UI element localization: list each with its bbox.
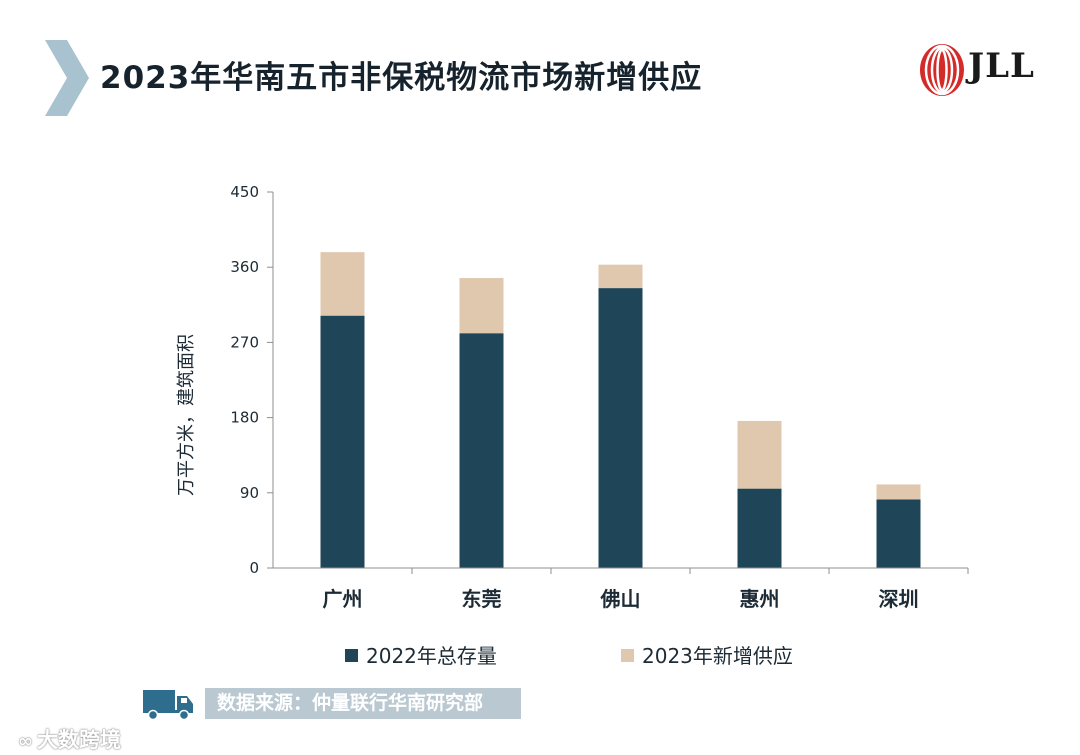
watermark-icon: ∞ bbox=[18, 731, 33, 752]
bar-stock bbox=[320, 315, 365, 568]
bar-group bbox=[320, 252, 921, 568]
bar-stock bbox=[598, 288, 643, 568]
x-tick-label: 深圳 bbox=[879, 587, 919, 611]
jll-logo-icon bbox=[920, 44, 964, 96]
logo-text: JLL bbox=[968, 46, 1035, 86]
y-tick-group: 0 90 180 270 360 450 bbox=[230, 183, 969, 577]
y-tick-label: 0 bbox=[249, 559, 259, 577]
bar-new-supply bbox=[737, 420, 782, 489]
bar-new-supply bbox=[876, 484, 921, 500]
x-tick-label: 东莞 bbox=[462, 587, 502, 611]
bar-stock bbox=[459, 333, 504, 568]
x-label-group: 广州 东莞 佛山 惠州 深圳 bbox=[323, 587, 919, 611]
bar-stock bbox=[876, 499, 921, 568]
source-note: 数据来源：仲量联行华南研究部 bbox=[205, 688, 521, 719]
legend-label-new-supply: 2023年新增供应 bbox=[642, 644, 793, 668]
y-axis-label: 万平方米，建筑面积 bbox=[176, 334, 197, 496]
legend-swatch-new-supply bbox=[621, 649, 634, 662]
x-tick-label: 广州 bbox=[323, 587, 363, 611]
y-tick-label: 450 bbox=[230, 183, 259, 201]
watermark-text: 大数跨境 bbox=[37, 728, 121, 752]
bar-new-supply bbox=[598, 264, 643, 289]
y-tick-label: 270 bbox=[230, 333, 259, 351]
truck-icon bbox=[143, 690, 193, 720]
legend-swatch-stock bbox=[345, 649, 358, 662]
chevron-icon bbox=[45, 40, 89, 116]
watermark: ∞ 大数跨境 bbox=[18, 724, 121, 754]
x-tick-label: 佛山 bbox=[600, 587, 641, 611]
legend-item-new-supply: 2023年新增供应 bbox=[621, 640, 793, 669]
y-tick-label: 360 bbox=[230, 258, 259, 276]
legend-label-stock: 2022年总存量 bbox=[366, 644, 497, 668]
page-title: 2023年华南五市非保税物流市场新增供应 bbox=[100, 60, 703, 96]
bar-stock bbox=[737, 488, 782, 568]
legend-item-stock: 2022年总存量 bbox=[345, 640, 497, 669]
y-tick-label: 90 bbox=[240, 484, 259, 502]
bar-new-supply bbox=[459, 278, 504, 334]
bar-new-supply bbox=[320, 252, 365, 316]
jll-logo: JLL bbox=[918, 42, 1038, 98]
stacked-bar-chart: 0 90 180 270 360 450 广州 东莞 佛山 惠州 深圳 万平方米，建筑面积 bbox=[176, 183, 969, 611]
x-tick-label: 惠州 bbox=[740, 587, 780, 611]
y-tick-label: 180 bbox=[230, 409, 259, 427]
